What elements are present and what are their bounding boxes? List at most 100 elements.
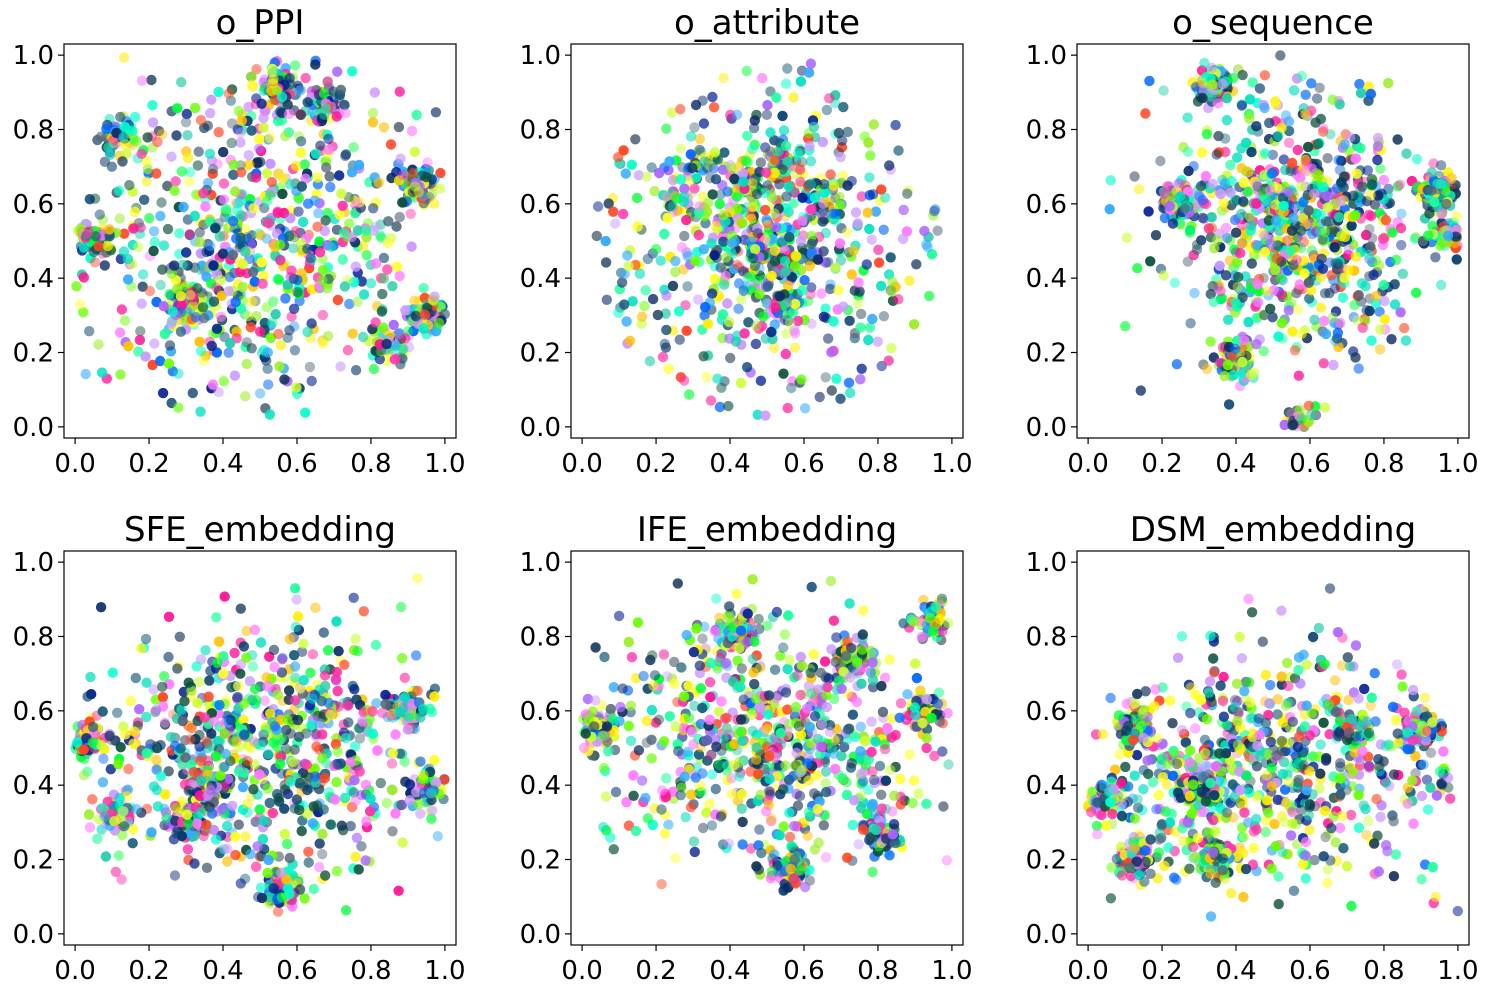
- scatter-point: [336, 188, 347, 199]
- scatter-point: [99, 811, 110, 822]
- scatter-point: [1355, 87, 1367, 99]
- scatter-point: [255, 882, 267, 893]
- scatter-point: [251, 311, 262, 322]
- scatter-point: [670, 266, 681, 278]
- scatter-point: [1411, 287, 1422, 298]
- scatter-point: [267, 807, 278, 819]
- scatter-point: [223, 88, 234, 99]
- scatter-point: [761, 214, 772, 225]
- scatter-point: [709, 250, 720, 261]
- scatter-point: [710, 220, 721, 232]
- scatter-point: [909, 319, 920, 330]
- scatter-point: [722, 186, 733, 197]
- scatter-point: [835, 152, 846, 163]
- scatter-point: [387, 281, 398, 292]
- scatter-point: [159, 671, 170, 682]
- scatter-point: [360, 855, 371, 866]
- points: [71, 52, 450, 420]
- scatter-point: [812, 254, 824, 265]
- scatter-point: [429, 291, 440, 302]
- scatter-point: [1380, 215, 1392, 226]
- scatter-point: [1320, 328, 1332, 340]
- scatter-point: [820, 372, 831, 383]
- scatter-point: [309, 763, 320, 774]
- scatter-point: [1195, 181, 1207, 192]
- scatter-point: [924, 290, 935, 302]
- scatter-point: [752, 223, 763, 234]
- scatter-point: [774, 291, 785, 302]
- scatter-point: [1399, 322, 1410, 334]
- scatter-point: [235, 232, 246, 243]
- scatter-point: [698, 118, 710, 129]
- scatter-point: [816, 288, 827, 299]
- scatter-point: [786, 382, 797, 394]
- scatter-point: [1435, 160, 1447, 171]
- scatter-point: [160, 789, 171, 800]
- scatter-point: [784, 231, 795, 243]
- scatter-point: [295, 683, 306, 694]
- scatter-point: [784, 318, 796, 329]
- scatter-point: [265, 158, 276, 169]
- scatter-point: [1164, 201, 1176, 212]
- scatter-point: [1306, 163, 1318, 174]
- scatter-point: [406, 125, 418, 137]
- scatter-point: [1197, 212, 1208, 224]
- scatter-point: [181, 108, 192, 120]
- scatter-point: [1375, 163, 1386, 174]
- scatter-point: [213, 735, 225, 747]
- scatter-point: [1311, 93, 1323, 104]
- scatter-point: [78, 307, 89, 318]
- scatter-point: [1391, 254, 1402, 265]
- scatter-point: [659, 338, 670, 350]
- scatter-point: [383, 216, 394, 227]
- y-tick-label: 0.8: [13, 115, 54, 145]
- scatter-point: [1318, 315, 1330, 327]
- scatter-point: [395, 153, 406, 164]
- scatter-point: [837, 135, 848, 146]
- scatter-point: [230, 186, 241, 197]
- scatter-point: [258, 77, 269, 88]
- scatter-point: [358, 289, 370, 300]
- scatter-point: [207, 168, 218, 179]
- scatter-point: [1315, 302, 1327, 313]
- scatter-point: [1229, 361, 1241, 373]
- scatter-point: [166, 151, 177, 162]
- scatter-point: [1145, 256, 1156, 267]
- scatter-point: [861, 259, 872, 270]
- scatter-point: [159, 717, 171, 728]
- scatter-point: [1220, 270, 1232, 281]
- scatter-point: [1298, 196, 1309, 208]
- scatter-point: [700, 301, 711, 313]
- scatter-point: [1104, 204, 1115, 215]
- scatter-point: [148, 684, 159, 695]
- scatter-point: [790, 298, 801, 310]
- scatter-point: [806, 204, 817, 215]
- scatter-point: [1367, 233, 1378, 244]
- scatter-point: [678, 191, 690, 202]
- scatter-point: [720, 270, 731, 282]
- scatter-point: [661, 123, 672, 134]
- scatter-point: [105, 764, 117, 775]
- scatter-point: [115, 742, 126, 753]
- scatter-point: [84, 822, 96, 833]
- scatter-point: [1364, 305, 1375, 317]
- scatter-point: [887, 276, 898, 288]
- scatter-point: [1329, 283, 1340, 294]
- scatter-point: [396, 653, 408, 664]
- scatter-point: [261, 672, 272, 683]
- scatter-point: [1237, 69, 1248, 81]
- scatter-point: [778, 125, 790, 136]
- scatter-point: [1357, 181, 1368, 192]
- scatter-point: [1330, 306, 1342, 317]
- scatter-point: [329, 794, 341, 805]
- scatter-point: [824, 93, 835, 104]
- scatter-point: [116, 304, 128, 315]
- scatter-point: [863, 137, 874, 148]
- scatter-point: [71, 281, 82, 292]
- scatter-point: [332, 294, 344, 306]
- scatter-point: [334, 170, 345, 181]
- scatter-point: [818, 179, 830, 190]
- scatter-point: [342, 700, 354, 711]
- scatter-point: [304, 361, 316, 373]
- scatter-point: [305, 667, 316, 678]
